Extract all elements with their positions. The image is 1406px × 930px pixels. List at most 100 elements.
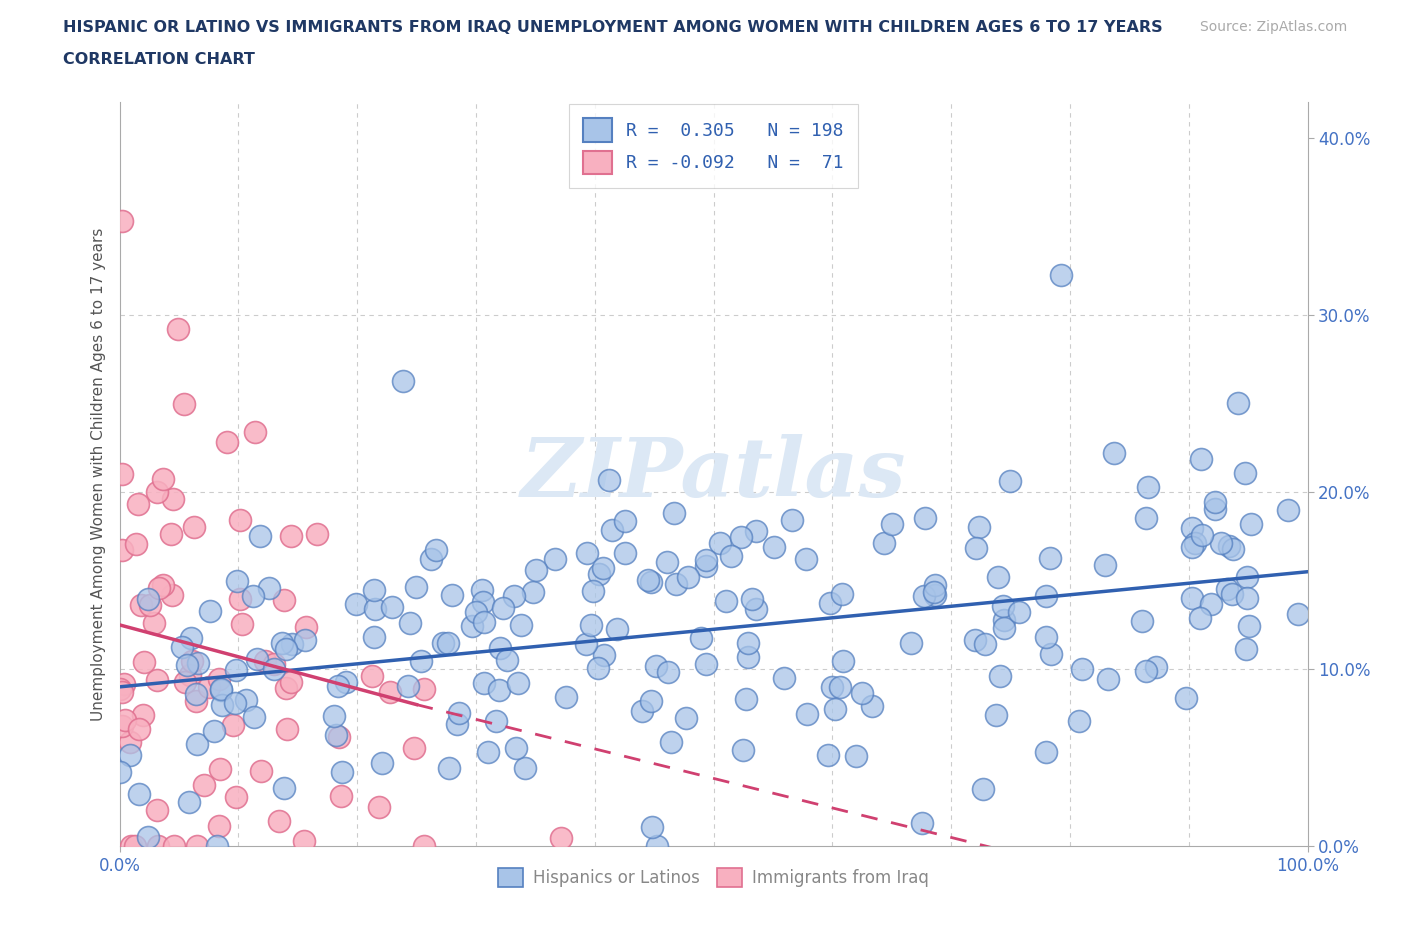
Point xyxy=(730,529,752,544)
Point xyxy=(773,671,796,685)
Point xyxy=(782,512,804,527)
Point xyxy=(579,618,602,632)
Point xyxy=(592,647,614,662)
Point xyxy=(162,839,184,854)
Point xyxy=(1035,630,1057,644)
Point xyxy=(172,640,194,655)
Point xyxy=(965,633,987,648)
Point xyxy=(614,546,637,561)
Point xyxy=(873,536,896,551)
Point xyxy=(274,680,297,695)
Point xyxy=(472,676,495,691)
Point xyxy=(695,558,717,573)
Point xyxy=(1199,596,1222,611)
Point xyxy=(1286,607,1309,622)
Point xyxy=(900,636,922,651)
Point xyxy=(378,684,401,699)
Point xyxy=(817,747,839,762)
Point xyxy=(911,816,934,830)
Point xyxy=(543,551,565,566)
Point xyxy=(364,602,387,617)
Point xyxy=(831,586,853,601)
Point xyxy=(1234,466,1257,481)
Point xyxy=(399,616,422,631)
Legend: Hispanics or Latinos, Immigrants from Iraq: Hispanics or Latinos, Immigrants from Ir… xyxy=(492,861,935,894)
Point xyxy=(1040,646,1063,661)
Point xyxy=(162,491,184,506)
Point xyxy=(1035,589,1057,604)
Point xyxy=(695,657,717,671)
Point xyxy=(818,596,841,611)
Point xyxy=(409,654,432,669)
Point xyxy=(363,629,385,644)
Point xyxy=(1135,511,1157,525)
Point xyxy=(1191,527,1213,542)
Point xyxy=(630,703,652,718)
Point xyxy=(166,322,188,337)
Point xyxy=(152,472,174,486)
Point xyxy=(271,636,294,651)
Point xyxy=(295,619,318,634)
Point xyxy=(110,764,132,779)
Point xyxy=(280,528,302,543)
Point xyxy=(600,523,623,538)
Point xyxy=(598,472,620,487)
Point xyxy=(508,675,530,690)
Text: Source: ZipAtlas.com: Source: ZipAtlas.com xyxy=(1199,20,1347,34)
Point xyxy=(575,636,598,651)
Point xyxy=(294,632,316,647)
Point xyxy=(292,834,315,849)
Point xyxy=(396,678,419,693)
Point xyxy=(370,755,392,770)
Point xyxy=(187,656,209,671)
Point xyxy=(226,574,249,589)
Point xyxy=(176,658,198,672)
Point xyxy=(225,662,247,677)
Point xyxy=(489,641,512,656)
Point xyxy=(762,539,785,554)
Text: CORRELATION CHART: CORRELATION CHART xyxy=(63,52,254,67)
Point xyxy=(737,649,759,664)
Point xyxy=(640,694,662,709)
Point xyxy=(179,668,201,683)
Point xyxy=(1189,610,1212,625)
Point xyxy=(472,614,495,629)
Point xyxy=(180,631,202,645)
Text: HISPANIC OR LATINO VS IMMIGRANTS FROM IRAQ UNEMPLOYMENT AMONG WOMEN WITH CHILDRE: HISPANIC OR LATINO VS IMMIGRANTS FROM IR… xyxy=(63,20,1163,35)
Point xyxy=(882,517,904,532)
Point xyxy=(695,552,717,567)
Point xyxy=(111,684,134,699)
Point xyxy=(211,698,233,713)
Point xyxy=(186,737,208,751)
Point xyxy=(128,786,150,801)
Point xyxy=(425,542,447,557)
Point xyxy=(363,583,385,598)
Point xyxy=(159,526,181,541)
Point xyxy=(503,589,526,604)
Point xyxy=(592,561,614,576)
Point xyxy=(471,582,494,597)
Point xyxy=(794,551,817,566)
Point xyxy=(492,601,515,616)
Point xyxy=(405,579,427,594)
Point xyxy=(614,514,637,529)
Point xyxy=(1204,501,1226,516)
Point xyxy=(1236,570,1258,585)
Point xyxy=(1102,445,1125,460)
Point xyxy=(110,213,132,228)
Point xyxy=(432,636,454,651)
Point xyxy=(120,748,142,763)
Point xyxy=(645,839,668,854)
Point xyxy=(526,563,548,578)
Point xyxy=(824,701,846,716)
Point xyxy=(142,616,165,631)
Point xyxy=(741,591,763,606)
Point xyxy=(173,396,195,411)
Point xyxy=(1209,536,1232,551)
Point xyxy=(198,604,221,618)
Point xyxy=(734,692,756,707)
Point xyxy=(655,555,678,570)
Point xyxy=(1226,395,1249,410)
Point xyxy=(273,592,295,607)
Point xyxy=(402,741,425,756)
